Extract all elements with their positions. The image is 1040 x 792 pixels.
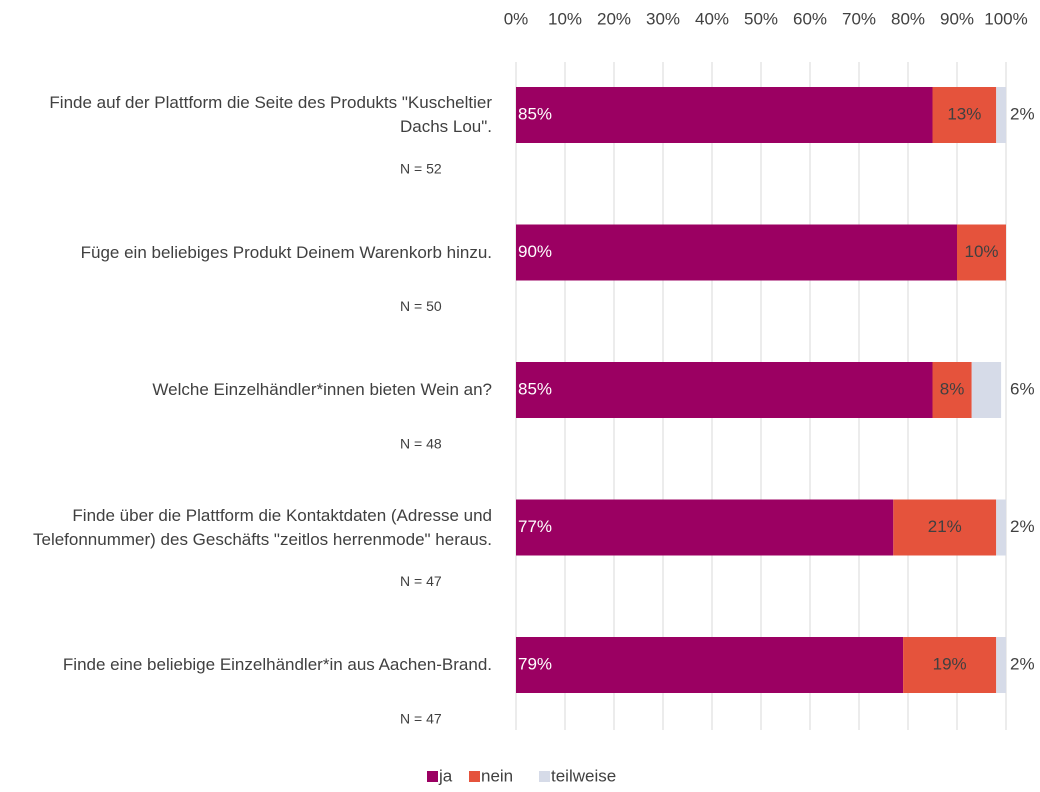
legend-swatch (427, 771, 438, 782)
data-label: 2% (1010, 517, 1035, 536)
legend-swatch (539, 771, 550, 782)
bar-segment (516, 499, 894, 556)
bar-segment (893, 499, 997, 556)
bar-segment (996, 499, 1006, 556)
x-tick-label: 100% (984, 9, 1027, 28)
x-tick-label: 20% (597, 9, 631, 28)
data-label: 85% (518, 104, 552, 123)
bar-segment (996, 637, 1006, 693)
sample-size: N = 52 (400, 161, 442, 177)
bar-segment (996, 87, 1006, 143)
data-label: 77% (518, 517, 552, 536)
legend-label: teilweise (551, 766, 616, 785)
bar-segment (516, 224, 957, 281)
bar-segment (516, 87, 933, 143)
category-label: Welche Einzelhändler*innen bieten Wein a… (152, 380, 492, 399)
x-tick-label: 0% (504, 9, 529, 28)
category-label: Finde auf der Plattform die Seite des Pr… (49, 93, 492, 136)
legend-swatch (469, 771, 480, 782)
category-label: Füge ein beliebiges Produkt Deinem Waren… (80, 242, 492, 262)
data-label: 6% (1010, 379, 1035, 398)
x-tick-label: 30% (646, 9, 680, 28)
category-label: Finde eine beliebige Einzelhändler*in au… (62, 655, 492, 674)
data-label: 13% (947, 104, 981, 123)
data-label: 21% (928, 517, 962, 536)
x-tick-label: 90% (940, 9, 974, 28)
data-label: 10% (964, 242, 998, 261)
legend-label: ja (438, 766, 453, 785)
x-tick-label: 60% (793, 9, 827, 28)
data-label: 2% (1010, 654, 1035, 673)
bar-segment (932, 87, 997, 143)
bar-segment (932, 362, 972, 418)
data-label: 2% (1010, 104, 1035, 123)
sample-size: N = 47 (400, 711, 442, 727)
x-tick-label: 10% (548, 9, 582, 28)
bar-segment (516, 362, 933, 418)
bar-segment (957, 224, 1006, 281)
x-tick-label: 80% (891, 9, 925, 28)
bar-segment (971, 362, 1002, 418)
x-tick-label: 50% (744, 9, 778, 28)
sample-size: N = 48 (400, 436, 442, 452)
data-label: 90% (518, 242, 552, 261)
sample-size: N = 50 (400, 298, 442, 314)
data-label: 79% (518, 654, 552, 673)
data-label: 19% (933, 654, 967, 673)
x-tick-label: 70% (842, 9, 876, 28)
x-tick-label: 40% (695, 9, 729, 28)
data-label: 8% (940, 379, 965, 398)
category-label: Finde über die Plattform die Kontaktdate… (32, 505, 492, 549)
bar-segment (516, 637, 904, 693)
bar-segment (903, 637, 997, 693)
data-label: 85% (518, 379, 552, 398)
legend-label: nein (481, 766, 513, 785)
sample-size: N = 47 (400, 573, 442, 589)
